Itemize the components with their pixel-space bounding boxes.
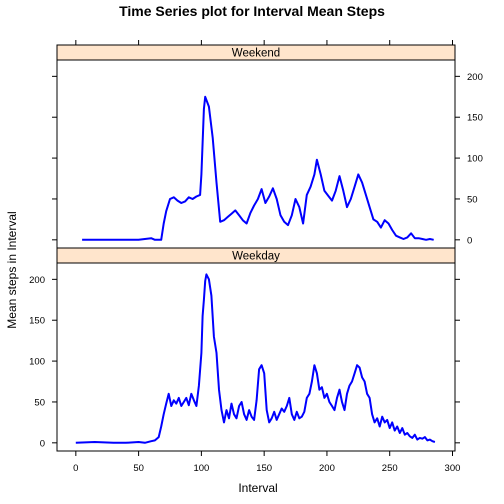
x-tick-label: 50 xyxy=(133,463,144,474)
y-tick-label: 150 xyxy=(29,316,45,327)
panel-frame xyxy=(56,59,456,249)
chart-title: Time Series plot for Interval Mean Steps xyxy=(119,3,385,19)
x-tick-label: 100 xyxy=(193,463,209,474)
y-tick-label: 150 xyxy=(467,113,483,124)
panel-weekday: Weekday 0 50 100 150 200 xyxy=(29,247,460,452)
y-tick-label: 0 xyxy=(467,235,472,246)
x-tick-label: 150 xyxy=(256,463,272,474)
y-tick-label: 100 xyxy=(467,154,483,165)
x-axis-label: Interval xyxy=(238,481,277,495)
y-tick-label: 50 xyxy=(34,397,45,408)
series-line-weekend xyxy=(82,95,434,241)
x-tick-label: 300 xyxy=(445,463,461,474)
series-line-weekday xyxy=(75,273,436,444)
y-tick-label: 0 xyxy=(40,438,45,449)
x-tick-label: 250 xyxy=(382,463,398,474)
panel-weekend: Weekend 0 50 100 150 200 xyxy=(52,44,483,249)
y-tick-label: 50 xyxy=(467,194,478,205)
y-tick-label: 100 xyxy=(29,357,45,368)
strip-label: Weekday xyxy=(232,251,280,263)
x-tick-label: 200 xyxy=(319,463,335,474)
panels: Weekend 0 50 100 150 200 Weekday 0 50 100 150 200 0 5… xyxy=(29,40,483,474)
y-axis-label: Mean steps in Interval xyxy=(5,211,19,328)
x-axis: 0 50 100 150 200 250 300 xyxy=(73,40,460,474)
y-tick-label: 200 xyxy=(467,72,483,83)
y-tick-label: 200 xyxy=(29,275,45,286)
panel-frame xyxy=(56,262,456,452)
strip-label: Weekend xyxy=(232,48,280,60)
x-tick-label: 0 xyxy=(73,463,78,474)
